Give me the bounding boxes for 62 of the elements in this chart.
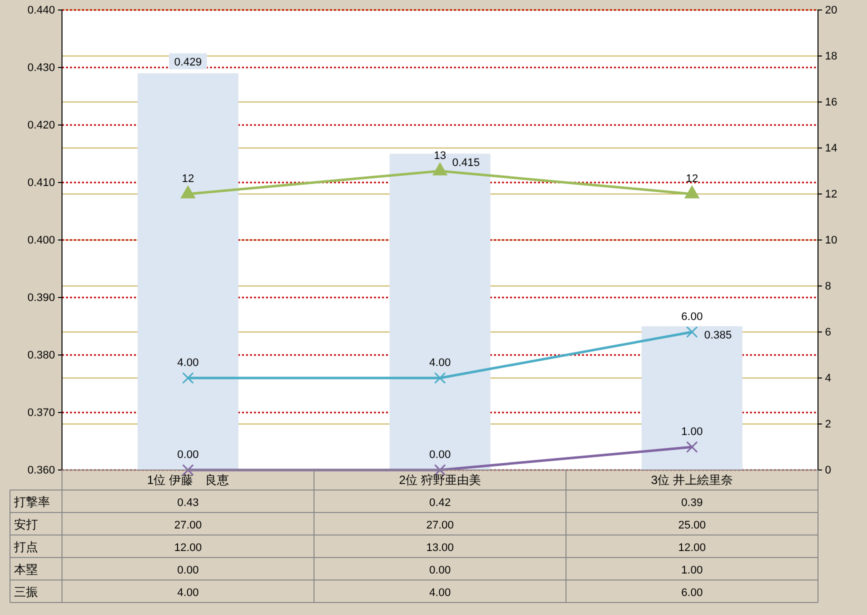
y2-tick-label: 0	[825, 464, 832, 477]
point	[180, 186, 196, 198]
y2-tick-label: 4	[825, 372, 832, 385]
data-label: 27.00	[426, 520, 454, 532]
y-tick-label: 0.440	[27, 4, 55, 17]
y-tick-label: 0.360	[27, 464, 55, 477]
category-label: 1位 伊藤 良恵	[146, 473, 230, 487]
y-tick-label: 0.390	[27, 292, 55, 304]
data-label: 0.00	[177, 564, 199, 576]
y2-tick-label: 18	[825, 50, 838, 63]
point	[686, 441, 698, 453]
y2-tick-label: 8	[825, 280, 832, 293]
data-label: 0.415	[452, 156, 480, 169]
data-label: 12.00	[174, 542, 202, 554]
data-label: 1.00	[681, 564, 703, 576]
data-label: 0.429	[174, 56, 202, 68]
text: 打点	[13, 540, 38, 554]
text: 三振	[14, 585, 38, 599]
y-tick-label: 0.400	[27, 234, 55, 247]
y2-tick-label: 20	[825, 4, 838, 17]
y-tick-label: 0.420	[27, 120, 55, 132]
text: 打撃率	[13, 495, 50, 509]
text: 本塁	[14, 562, 38, 576]
data-label: 12.00	[678, 542, 706, 554]
data-label: 25.00	[678, 520, 706, 532]
point	[686, 326, 698, 338]
data-label: 12	[686, 173, 698, 185]
data-label: 4.00	[177, 357, 199, 369]
data-label: 4.00	[429, 587, 451, 599]
data-label: 13	[434, 150, 446, 162]
data-label: 13.00	[426, 542, 454, 554]
y2-tick-label: 14	[825, 142, 838, 155]
y2-tick-label: 16	[825, 96, 838, 109]
y-tick-label: 0.380	[27, 350, 55, 362]
data-label: 0.43	[177, 497, 199, 509]
point	[434, 372, 446, 384]
data-label: 6.00	[681, 587, 703, 599]
point	[182, 372, 194, 384]
point	[432, 162, 448, 176]
y2-tick-label: 12	[825, 188, 838, 201]
category-label: 2位 狩野亜由美	[398, 473, 482, 487]
data-label: 0.39	[681, 497, 703, 509]
y-tick-label: 0.370	[27, 407, 55, 420]
data-label: 4.00	[429, 357, 451, 369]
text: 安打	[14, 518, 38, 532]
data-label: 27.00	[174, 520, 202, 532]
y2-tick-label: 10	[825, 234, 838, 247]
y-tick-label: 0.410	[27, 177, 55, 190]
category-label: 3位 井上絵里奈	[650, 473, 734, 487]
point	[684, 186, 700, 198]
y-tick-label: 0.430	[27, 62, 55, 74]
data-label: 12	[182, 173, 194, 185]
data-label: 6.00	[681, 311, 703, 323]
data-label: 1.00	[681, 426, 703, 438]
y2-tick-label: 6	[825, 326, 832, 339]
y2-tick-label: 2	[825, 418, 832, 431]
data-label: 0.00	[429, 449, 451, 461]
data-label: 0.42	[429, 497, 451, 509]
data-label: 4.00	[177, 587, 199, 599]
data-label: 0.385	[704, 329, 732, 342]
data-label: 0.00	[177, 449, 199, 461]
data-label: 0.00	[429, 564, 451, 576]
